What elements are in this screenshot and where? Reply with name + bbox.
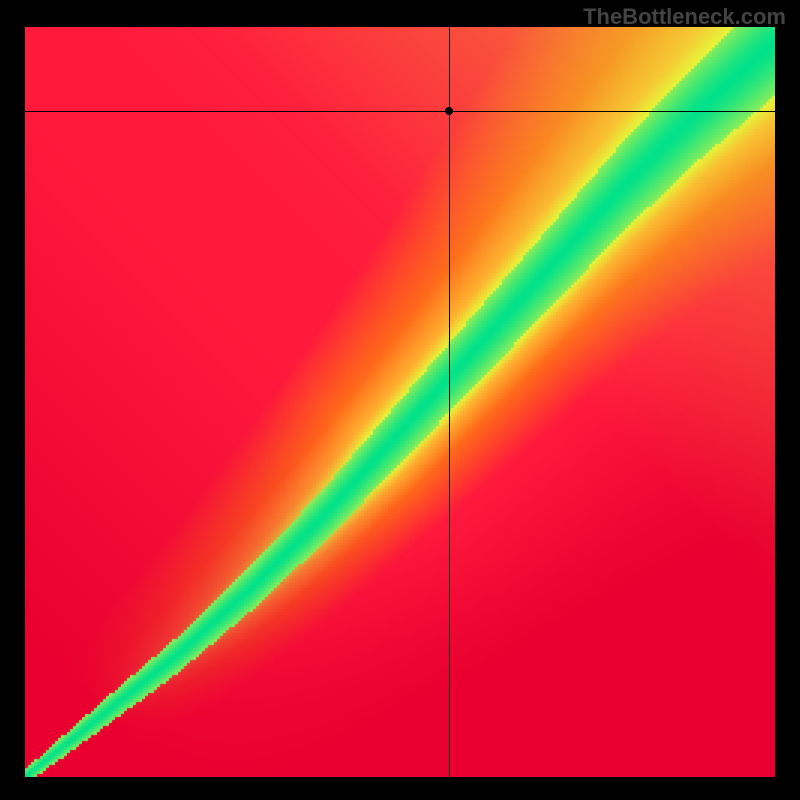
- heatmap-canvas: [25, 27, 775, 777]
- crosshair-horizontal: [25, 111, 775, 112]
- watermark-text: TheBottleneck.com: [583, 4, 786, 30]
- crosshair-vertical: [449, 27, 450, 777]
- bottleneck-heatmap: [25, 27, 775, 777]
- marker-dot: [445, 107, 453, 115]
